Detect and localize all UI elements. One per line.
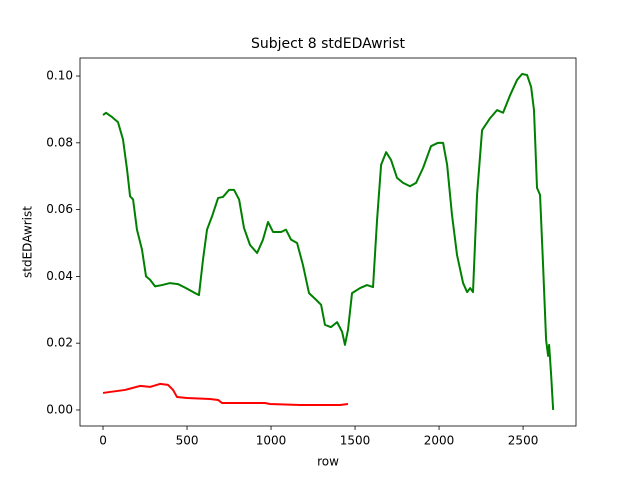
x-axis-label: row — [317, 455, 339, 469]
x-tick-label: 2500 — [508, 434, 539, 448]
x-tick-label: 1000 — [256, 434, 287, 448]
y-tick-label: 0.06 — [46, 202, 73, 216]
y-axis-label: stdEDAwrist — [21, 206, 35, 278]
x-tick-label: 0 — [99, 434, 107, 448]
y-tick-label: 0.00 — [46, 402, 73, 416]
y-tick-label: 0.04 — [46, 269, 73, 283]
y-tick-label: 0.02 — [46, 336, 73, 350]
y-tick-label: 0.08 — [46, 135, 73, 149]
x-tick-label: 1500 — [340, 434, 371, 448]
line — [102, 382, 349, 406]
chart-title: Subject 8 stdEDAwrist — [251, 36, 406, 52]
x-tick-label: 2000 — [424, 434, 455, 448]
y-tick-label: 0.10 — [46, 69, 73, 83]
plot-frame — [79, 57, 577, 427]
line — [102, 73, 555, 411]
x-tick-label: 500 — [176, 434, 199, 448]
